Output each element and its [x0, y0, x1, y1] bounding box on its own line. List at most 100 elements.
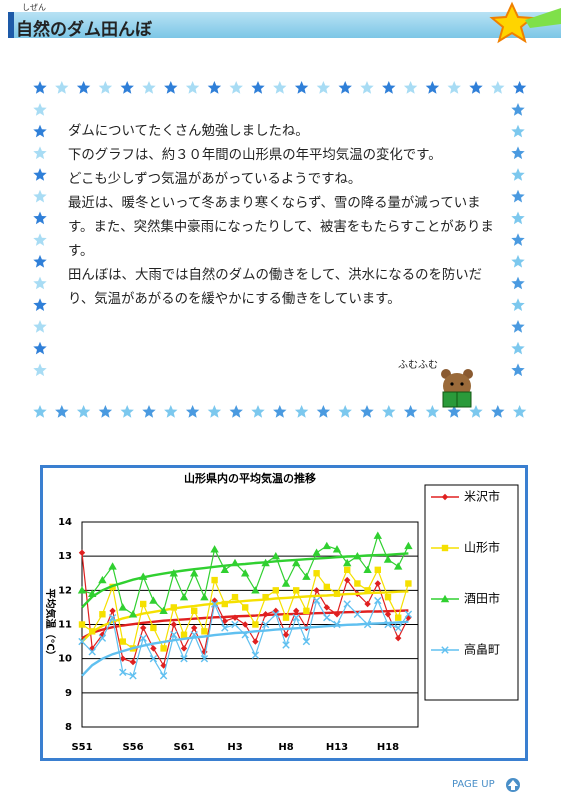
marker [293, 587, 300, 594]
marker [271, 551, 280, 560]
marker [323, 583, 330, 591]
marker [441, 544, 449, 552]
marker [281, 579, 291, 587]
marker [149, 654, 158, 663]
star [76, 81, 91, 94]
marker [150, 624, 157, 632]
marker [200, 592, 209, 601]
page-up[interactable]: PAGE UP [452, 779, 495, 790]
star [511, 124, 525, 138]
marker [333, 590, 341, 597]
star [511, 211, 525, 225]
marker [374, 580, 381, 587]
star [33, 124, 47, 138]
x-tick-label: S56 [122, 742, 143, 753]
star [207, 81, 222, 94]
marker [384, 620, 392, 629]
marker [231, 593, 239, 601]
marker [440, 594, 450, 603]
legend-marker [441, 544, 449, 552]
legend-label: 高畠町 [464, 642, 500, 657]
paragraph: どこも少しずつ気温があがっているようですね。 [68, 172, 362, 187]
star [511, 189, 525, 203]
star [33, 103, 47, 116]
header-bar [8, 12, 561, 38]
star [185, 81, 200, 94]
marker [363, 565, 372, 574]
star [33, 168, 47, 181]
marker [242, 604, 249, 611]
paragraph: 下のグラフは、約３０年間の山形県の年平均気温の変化です。 [68, 148, 442, 163]
marker [354, 580, 361, 587]
marker [78, 549, 86, 556]
marker [211, 576, 218, 584]
star [142, 81, 156, 94]
trend-line [81, 590, 409, 643]
marker [272, 610, 280, 618]
marker [262, 611, 269, 618]
x-tick-label: H18 [377, 742, 399, 753]
star [425, 81, 440, 94]
star [164, 405, 178, 418]
marker [179, 592, 189, 601]
marker [169, 569, 178, 577]
marker [160, 645, 167, 652]
y-tick-label: 12 [58, 585, 72, 596]
marker [364, 600, 371, 608]
y-axis-label: 平均気温（℃） [44, 588, 57, 660]
marker [322, 541, 331, 550]
star [120, 405, 134, 418]
marker [302, 572, 311, 580]
marker [332, 545, 342, 553]
y-tick-label: 11 [58, 620, 72, 631]
marker [159, 606, 168, 615]
marker [159, 672, 168, 680]
star [273, 405, 287, 418]
marker [180, 631, 188, 638]
marker [108, 562, 117, 570]
marker [251, 586, 260, 594]
marker [374, 566, 381, 574]
star [338, 81, 352, 94]
star [207, 405, 222, 418]
marker [441, 646, 449, 654]
star [33, 341, 47, 355]
marker [282, 631, 290, 638]
x-tick-label: H3 [227, 742, 242, 753]
marker [282, 641, 290, 649]
y-tick-label: 10 [58, 654, 72, 665]
marker [119, 638, 126, 645]
star [511, 298, 525, 311]
star [251, 405, 265, 418]
marker [313, 570, 320, 577]
star [511, 254, 525, 268]
star [273, 81, 287, 94]
y-tick-label: 9 [65, 688, 72, 699]
marker [129, 672, 137, 680]
marker [200, 654, 209, 663]
paragraph: 最近は、暖冬といって冬あまり寒くならず、雪の降る量が減っています。また、突然集中… [68, 196, 494, 259]
marker [333, 620, 341, 629]
marker [160, 662, 167, 669]
marker [323, 613, 331, 622]
chart: 山形県内の平均気温の推移 8 9 10 11 12 13 14 平均気温（℃） S51 S56 S6… [40, 465, 528, 761]
marker [404, 541, 413, 550]
marker [190, 569, 199, 577]
star [512, 405, 527, 418]
marker [363, 620, 372, 629]
marker [333, 611, 341, 618]
marker [343, 600, 351, 608]
marker [241, 631, 249, 639]
marker [373, 531, 382, 539]
legend-box [424, 484, 519, 701]
y-tick-label: 8 [65, 722, 72, 733]
legend-marker [441, 493, 449, 501]
page-up-icon[interactable] [506, 778, 520, 792]
marker [190, 631, 198, 639]
star [55, 405, 69, 418]
message: ダムについてたくさん勉強しましたね。 下のグラフは、約３０年間の山形県の年平均気温… [68, 120, 500, 312]
marker [78, 621, 86, 628]
header-streak [525, 8, 561, 28]
